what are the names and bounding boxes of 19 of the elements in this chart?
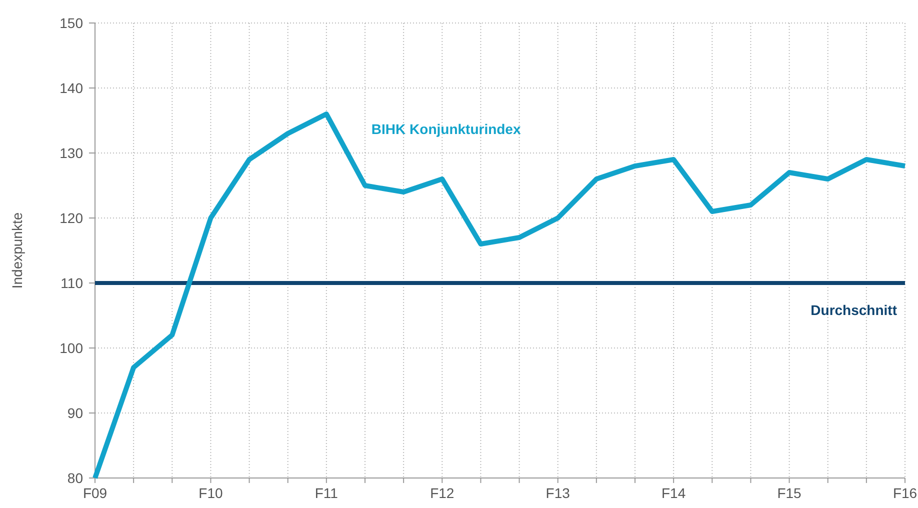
y-axis-title: Indexpunkte	[9, 212, 25, 289]
y-tick-label: 90	[67, 404, 84, 421]
text: BIHK Konjunkturindex	[371, 121, 521, 137]
x-tick-label: F13	[546, 485, 570, 501]
x-tick-label: F11	[314, 485, 338, 501]
y-tick-label: 150	[60, 14, 84, 31]
x-tick-label: F16	[892, 485, 918, 501]
y-tick-label: 100	[60, 340, 84, 356]
ref-line-label: Durchschnitt	[810, 302, 898, 318]
x-tick-label: F09	[82, 485, 108, 501]
y-tick-label: 120	[60, 210, 84, 226]
y-tick-label: 140	[60, 80, 84, 96]
y-tick-label: 110	[60, 274, 84, 291]
x-tick-label: F10	[198, 485, 223, 501]
y-tick-label: 80	[67, 470, 84, 486]
x-tick-label: F14	[662, 485, 686, 501]
x-tick-label: F15	[777, 485, 802, 501]
x-tick-label: F12	[430, 485, 454, 501]
y-tick-label: 130	[60, 144, 84, 161]
